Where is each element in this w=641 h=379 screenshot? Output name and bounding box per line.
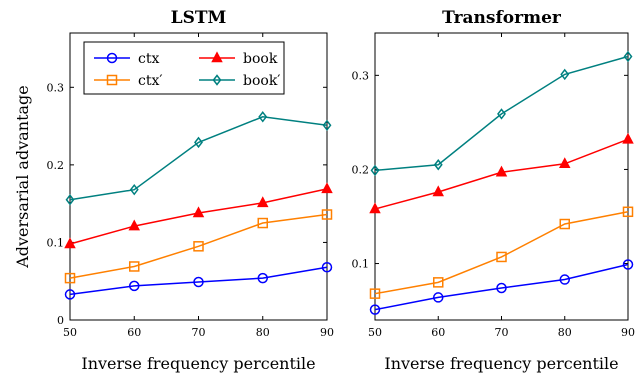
- chart-title: LSTM: [171, 8, 227, 28]
- y-tick-label: 0: [57, 314, 64, 327]
- chart-panel-2: Transformer 50 60 70 80 90 0.1 0.2 0.3 Inverse fr…: [352, 8, 636, 373]
- data-point: [65, 194, 75, 206]
- series-line: [374, 211, 629, 295]
- x-tick-label: 70: [495, 326, 509, 339]
- y-tick-label: 0.1: [47, 236, 65, 249]
- data-point: [192, 206, 205, 218]
- data-point: [257, 272, 268, 284]
- data-point: [64, 289, 76, 300]
- data-point: [560, 68, 570, 81]
- data-point: [64, 272, 76, 284]
- x-axis-label: Inverse frequency percentile: [81, 354, 315, 373]
- legend-box: [83, 41, 285, 95]
- legend-entry: book: [199, 51, 278, 67]
- series-triangle: [64, 182, 333, 249]
- data-point: [433, 292, 444, 303]
- legend-label: ctx: [138, 51, 159, 67]
- x-tick-label: 90: [621, 326, 635, 339]
- data-point: [497, 108, 506, 120]
- series-diamond: [65, 111, 332, 206]
- chart-panel-1: LSTM 50 60 70 80 90 0 0.1 0.2 0.3 Inverse frequenc…: [13, 8, 334, 373]
- data-point: [622, 206, 634, 218]
- series-square: [369, 206, 634, 299]
- legend-marker: [106, 52, 118, 64]
- legend-entry: ctx′: [94, 73, 163, 89]
- data-point: [128, 219, 140, 231]
- data-point: [194, 136, 203, 149]
- data-point: [433, 159, 443, 171]
- series-line: [69, 266, 328, 296]
- data-point: [495, 165, 508, 177]
- data-point: [432, 185, 444, 197]
- data-point: [496, 282, 507, 294]
- data-point: [321, 182, 333, 194]
- y-tick-label: 0.2: [47, 159, 65, 172]
- x-tick-label: 90: [320, 326, 334, 339]
- series-line: [69, 213, 328, 279]
- x-tick-label: 50: [63, 326, 77, 339]
- data-point: [193, 241, 204, 252]
- data-point: [129, 183, 139, 196]
- legend-entry: book′: [199, 73, 280, 89]
- data-point: [193, 276, 204, 288]
- legend-marker: [211, 51, 223, 63]
- chart-title: Transformer: [442, 8, 562, 28]
- series-line: [374, 55, 629, 172]
- data-point: [559, 274, 570, 285]
- data-point: [369, 288, 381, 299]
- data-point: [622, 259, 634, 270]
- data-point: [623, 50, 633, 63]
- x-tick-label: 60: [127, 326, 141, 339]
- legend-label: book′: [243, 73, 280, 89]
- data-point: [369, 202, 381, 214]
- series-diamond: [370, 50, 633, 177]
- data-point: [559, 218, 570, 230]
- series-circle: [64, 262, 333, 300]
- data-point: [622, 132, 634, 144]
- legend-label: ctx′: [138, 73, 163, 89]
- x-tick-label: 80: [558, 326, 572, 339]
- x-tick-label: 60: [431, 326, 445, 339]
- x-axis-label: Inverse frequency percentile: [384, 354, 618, 373]
- legend: ctx book ctx′ book′: [83, 41, 285, 95]
- y-tick-label: 0.3: [352, 69, 370, 82]
- y-tick-label: 0.3: [47, 81, 65, 94]
- series-square: [64, 209, 333, 284]
- data-point: [496, 251, 507, 263]
- data-point: [321, 209, 333, 220]
- y-tick-label: 0.2: [352, 163, 370, 176]
- data-point: [258, 111, 268, 123]
- data-point: [64, 237, 76, 249]
- series-circle: [369, 259, 634, 315]
- series-line: [69, 116, 328, 201]
- x-tick-label: 70: [192, 326, 206, 339]
- series-triangle: [369, 132, 634, 214]
- data-point: [257, 196, 269, 208]
- legend-label: book: [243, 51, 278, 67]
- data-point: [433, 277, 444, 288]
- series-line: [374, 263, 629, 311]
- data-point: [369, 304, 381, 315]
- data-point: [370, 164, 380, 177]
- data-point: [257, 217, 268, 229]
- legend-marker: [106, 74, 118, 86]
- legend-entry: ctx: [94, 51, 159, 67]
- y-axis-label: Adversarial advantage: [13, 85, 32, 269]
- legend-marker: [212, 74, 222, 86]
- data-point: [559, 157, 571, 169]
- data-point: [321, 262, 333, 273]
- x-tick-label: 50: [368, 326, 382, 339]
- data-point: [129, 261, 140, 272]
- data-point: [129, 280, 140, 292]
- y-tick-label: 0.1: [352, 258, 370, 271]
- x-tick-label: 80: [256, 326, 270, 339]
- data-point: [322, 119, 332, 132]
